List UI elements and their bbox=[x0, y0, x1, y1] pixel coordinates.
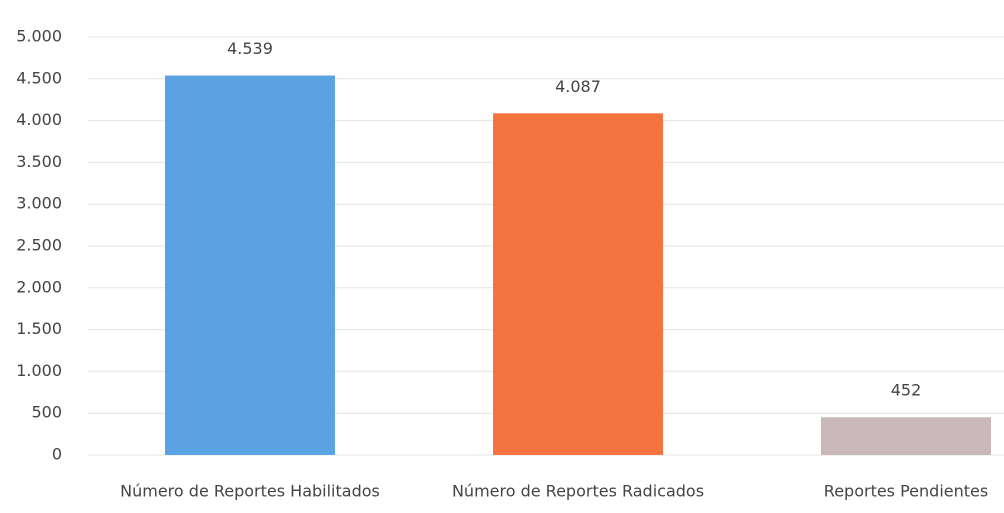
bar bbox=[165, 75, 335, 455]
y-tick-label: 4.500 bbox=[16, 68, 62, 87]
y-tick-label: 4.000 bbox=[16, 110, 62, 129]
y-tick-label: 500 bbox=[31, 403, 62, 422]
bar bbox=[821, 417, 991, 455]
x-tick-label: Número de Reportes Habilitados bbox=[120, 482, 380, 501]
data-label: 452 bbox=[891, 381, 922, 400]
y-tick-label: 0 bbox=[52, 445, 62, 464]
data-label: 4.539 bbox=[227, 39, 273, 58]
bar bbox=[493, 113, 663, 456]
y-tick-label: 1.000 bbox=[16, 361, 62, 380]
y-tick-label: 3.500 bbox=[16, 152, 62, 171]
x-tick-label: Número de Reportes Radicados bbox=[452, 482, 704, 501]
data-label: 4.087 bbox=[555, 77, 601, 96]
y-tick-label: 2.500 bbox=[16, 236, 62, 255]
y-tick-label: 2.000 bbox=[16, 277, 62, 296]
y-tick-label: 1.500 bbox=[16, 319, 62, 338]
y-tick-label: 3.000 bbox=[16, 194, 62, 213]
x-tick-label: Reportes Pendientes bbox=[824, 482, 988, 501]
y-tick-label: 5.000 bbox=[16, 27, 62, 46]
